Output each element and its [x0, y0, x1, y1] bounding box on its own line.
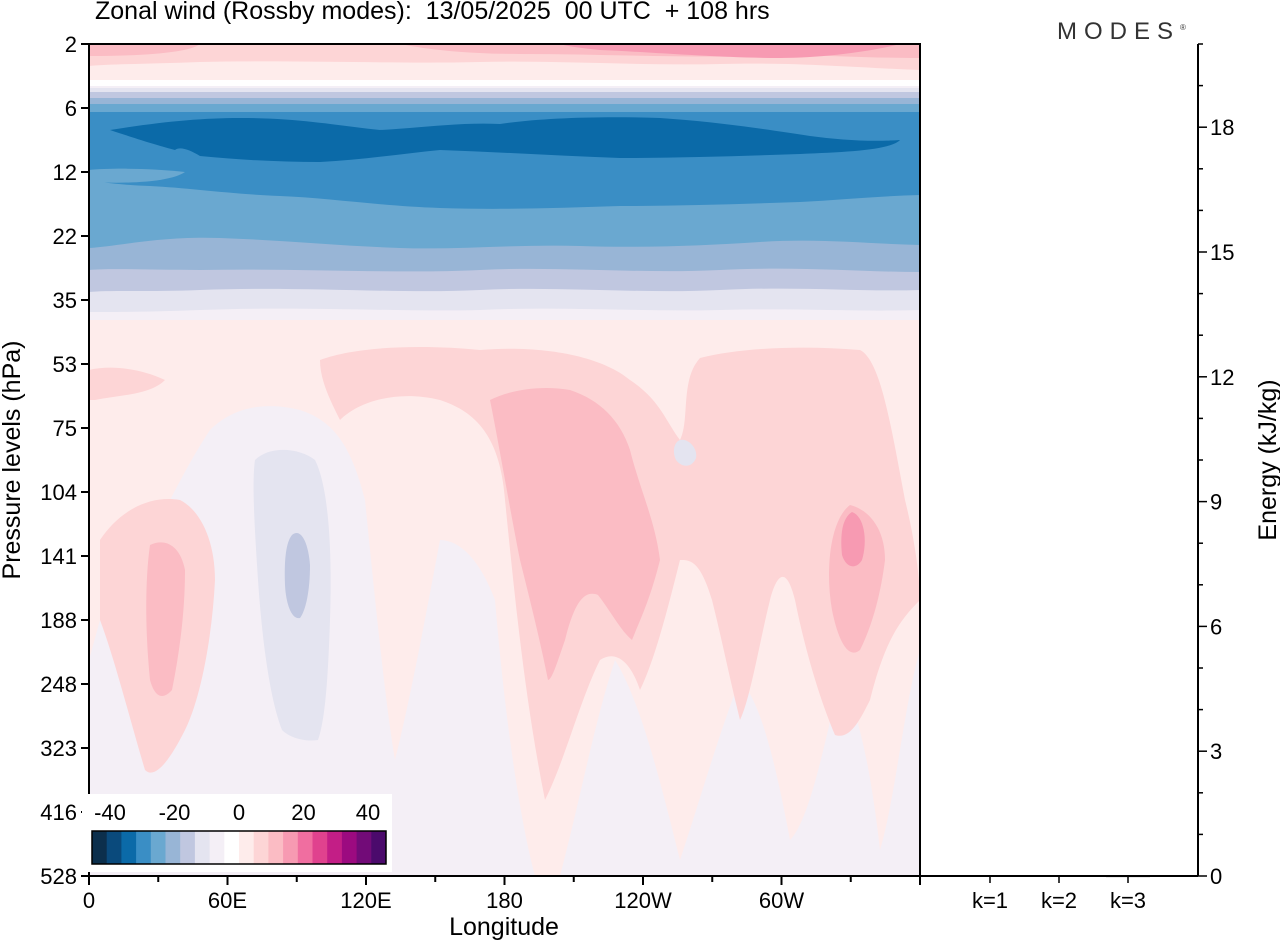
colorbar-cell — [224, 831, 240, 864]
contour-region-minus5-spot — [673, 439, 697, 466]
energy-x-axis: k=1 k=2 k=3 — [972, 876, 1146, 913]
colorbar-cell — [297, 831, 313, 864]
colorbar-cell — [283, 831, 299, 864]
y-tick-label: 416 — [40, 800, 77, 825]
contour-band-strat-west — [89, 44, 200, 56]
energy-tick-label: 0 — [1210, 864, 1222, 889]
colorbar-cell — [106, 831, 122, 864]
energy-x-label: k=3 — [1110, 888, 1146, 913]
colorbar-cell — [371, 831, 387, 864]
contour-region-minus10 — [284, 533, 310, 619]
y-tick-label: 104 — [40, 480, 77, 505]
x-tick-label: 60W — [759, 888, 804, 913]
heatmap-x-axis: 0 60E 120E 180 120W 60W — [83, 876, 921, 913]
y-tick-label: 6 — [65, 96, 77, 121]
colorbar-cell — [165, 831, 181, 864]
x-tick-label: 0 — [83, 888, 95, 913]
energy-tick-label: 15 — [1210, 240, 1234, 265]
y-tick-label: 248 — [40, 672, 77, 697]
y-axis-label: Pressure levels (hPa) — [0, 341, 26, 580]
energy-tick-label: 3 — [1210, 739, 1222, 764]
colorbar-tick-label: 20 — [291, 800, 315, 825]
energy-tick-label: 18 — [1210, 115, 1234, 140]
colorbar-cell — [239, 831, 255, 864]
contour-band-strat-white — [89, 80, 920, 88]
y-tick-label: 53 — [53, 352, 77, 377]
energy-tick-label: 9 — [1210, 490, 1222, 515]
y-tick-label: 188 — [40, 608, 77, 633]
energy-tick-label: 6 — [1210, 614, 1222, 639]
y-tick-label: 141 — [40, 544, 77, 569]
heatmap-y-axis: 2 6 12 22 35 53 75 104 141 188 248 323 416 528 — [40, 32, 89, 889]
energy-x-label: k=1 — [972, 888, 1008, 913]
colorbar-cell — [180, 831, 196, 864]
y-tick-label: 528 — [40, 864, 77, 889]
logo-mark: ® — [1180, 23, 1186, 32]
colorbar-cell — [356, 831, 372, 864]
energy-bar — [968, 875, 1012, 877]
contour-region-15 — [490, 388, 660, 680]
energy-bar — [1037, 875, 1081, 877]
colorbar-cell — [327, 831, 343, 864]
colorbar-frame — [91, 830, 387, 865]
colorbar-tick-label: -40 — [94, 800, 126, 825]
y-tick-label: 2 — [65, 32, 77, 57]
contour-band-minus30 — [110, 117, 900, 162]
energy-panel: k=1 k=2 k=3 0 3 6 9 12 15 18 Energy (kJ/kg) — [919, 43, 1280, 913]
contour-band-minus30-west — [89, 168, 185, 183]
heatmap-panel: 2 6 12 22 35 53 75 104 141 188 248 323 416 528 0 60E 12… — [0, 32, 921, 941]
energy-axis-label: Energy (kJ/kg) — [1254, 379, 1280, 540]
colorbar-cell — [341, 831, 358, 864]
contour-band-strat-20 — [560, 44, 900, 58]
colorbar-cell — [136, 831, 152, 864]
colorbar-cell — [121, 831, 137, 864]
contour-region-10-ne — [89, 367, 165, 400]
x-tick-label: 60E — [208, 888, 247, 913]
x-tick-label: 120W — [614, 888, 672, 913]
x-tick-label: 180 — [486, 888, 523, 913]
colorbar-cell — [312, 831, 328, 864]
energy-x-label: k=2 — [1041, 888, 1077, 913]
colorbar-cell — [150, 831, 166, 864]
y-tick-label: 22 — [53, 224, 77, 249]
colorbar-cell — [253, 831, 269, 864]
y-tick-label: 75 — [53, 416, 77, 441]
y-tick-label: 12 — [53, 160, 77, 185]
x-axis-label: Longitude — [449, 913, 559, 941]
colorbar-cell — [92, 831, 108, 864]
chart-title: Zonal wind (Rossby modes): 13/05/2025 00… — [95, 0, 770, 25]
modes-logo: MODES® — [1057, 18, 1186, 46]
contour-region-15-west — [146, 542, 185, 696]
colorbar-cells — [92, 831, 387, 864]
colorbar-cell — [268, 831, 284, 864]
x-tick-label: 120E — [340, 888, 391, 913]
energy-tick-label: 12 — [1210, 365, 1234, 390]
energy-y-axis: 0 3 6 9 12 15 18 — [1198, 43, 1234, 889]
colorbar-cell — [194, 831, 211, 864]
logo-text: MODES — [1057, 18, 1181, 45]
y-tick-label: 323 — [40, 736, 77, 761]
contour-region-20 — [841, 512, 865, 567]
colorbar-tick-label: 0 — [233, 800, 245, 825]
colorbar: -40 -20 0 20 40 — [82, 794, 392, 872]
colorbar-tick-label: -20 — [159, 800, 191, 825]
colorbar-tick-labels: -40 -20 0 20 40 — [94, 800, 380, 825]
y-tick-label: 35 — [53, 288, 77, 313]
colorbar-cell — [209, 831, 225, 864]
colorbar-tick-label: 40 — [356, 800, 380, 825]
